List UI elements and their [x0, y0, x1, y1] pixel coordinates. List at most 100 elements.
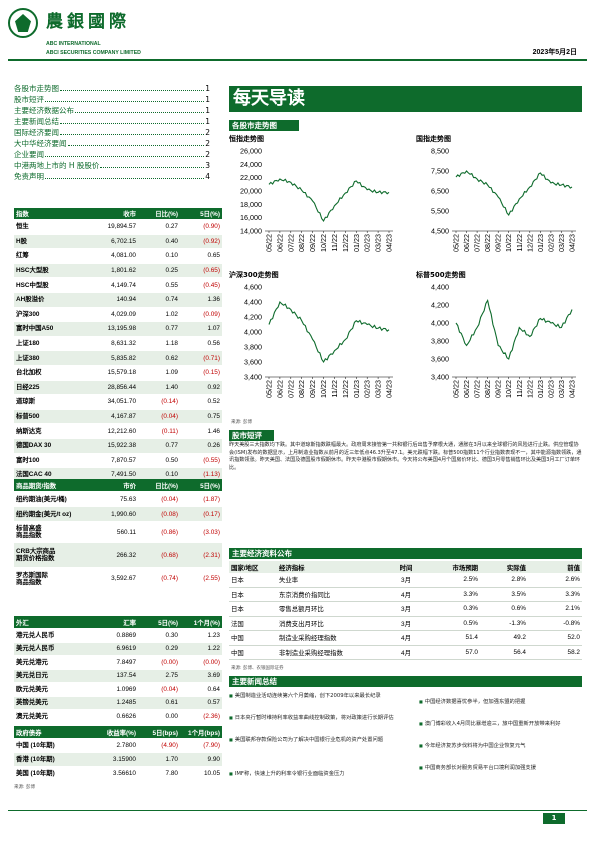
row-label: 港元兑人民币 [16, 631, 55, 639]
econ-row: 中国 制造业采购经理指数 4月 51.4 49.2 52.0 [229, 631, 582, 646]
cell-value: 9.90 [207, 756, 220, 763]
cell-value: 4,081.00 [111, 252, 136, 260]
column-header: 汇率 [123, 619, 136, 627]
news-item[interactable]: 日本央行暂时维持利率收益率曲线控制政策，将对政策进行长期评估 [229, 713, 415, 721]
row-label: 香港 (10年期) [16, 756, 55, 763]
cell-value: 0.57 [207, 699, 220, 707]
x-tick-label: 12/22 [525, 380, 534, 398]
cell-value: 6,702.15 [111, 237, 136, 245]
toc-item[interactable]: 股市短评 1 [14, 94, 210, 105]
econ-data-table: 国家/地区 经济指标 时间 市场预期 实际值 前值 日本 失业率 3月 2.5% 2.8% 2.6% 日… [229, 561, 582, 660]
cell-value: 3月 [401, 620, 411, 628]
cell-value: 0.29 [165, 645, 178, 653]
cell-value: 0.5% [463, 619, 478, 627]
row-label: 中国 (10年期) [16, 742, 55, 749]
toc-item[interactable]: 大中华经济要闻 2 [14, 138, 210, 149]
cell-value: 0.77 [165, 325, 178, 333]
row-label: 台北加权 [16, 369, 42, 377]
toc-item[interactable]: 企业要闻 2 [14, 149, 210, 160]
news-item[interactable]: 澳门博彩收入4月同比暴增逾三，旅中国重新开放带来利好 [419, 719, 581, 727]
row-label: 上证380 [16, 354, 40, 362]
table-row: 富时100 7,870.57 0.50 (0.55) [14, 453, 222, 469]
x-tick-label: 08/22 [297, 234, 306, 252]
toc-item[interactable]: 主要经济数据公布 1 [14, 105, 210, 116]
column-header: 1个月(bps) [188, 729, 220, 737]
toc-item[interactable]: 中港两地上市的 H 股股价 3 [14, 160, 210, 171]
x-tick-label: 06/22 [462, 234, 471, 252]
series-line [455, 299, 573, 360]
cell-value: 4,167.87 [111, 413, 136, 421]
news-item[interactable]: 中国经济数据喜忧参半，但加强东盟的把握 [419, 697, 581, 705]
cell-value: 34,051.70 [107, 398, 136, 406]
header-divider [8, 59, 587, 61]
cell-value: 0.30 [165, 631, 178, 639]
toc-item[interactable]: 国际经济要闻 2 [14, 127, 210, 138]
news-item[interactable]: IMF称，快速上升的利率令银行业面临资金压力 [229, 769, 415, 777]
cell-value: 7.8497 [116, 658, 136, 666]
news-item[interactable]: 今年经济复苏步伐料将为中国企业恢复元气 [419, 741, 581, 749]
column-header: 国家/地区 [231, 564, 259, 572]
table-row: 道琼斯 34,051.70 (0.14) 0.52 [14, 395, 222, 410]
x-tick-label: 08/22 [483, 380, 492, 398]
report-date: 2023年5月2日 [532, 49, 577, 56]
y-tick-label: 3,800 [244, 343, 262, 352]
cell-value: 0.92 [207, 383, 220, 391]
news-item[interactable]: 美国制造业活动连续第六个月萎缩，创下2009年以来最长纪录 [229, 691, 415, 699]
cell-value: (3.03) [203, 528, 220, 536]
cell-value: (0.04) [161, 685, 178, 693]
row-label: 富时中国A50 [16, 325, 54, 333]
cell-value: 0.55 [165, 281, 178, 289]
x-tick-label: 12/22 [341, 380, 350, 398]
cell-value: 75.63 [120, 495, 136, 503]
cell-value: 58.2 [567, 648, 580, 656]
row-label: 罗杰斯国际 商品指数 [16, 571, 48, 586]
hsi-chart: 14,000 16,000 18,000 20,000 22,000 24,000 26,0… [240, 147, 393, 253]
column-header: 5日(%) [200, 482, 220, 490]
cell-value: 0.62 [165, 354, 178, 362]
x-tick-label: 04/23 [568, 380, 577, 398]
x-tick-label: 09/22 [308, 380, 317, 398]
column-header: 收益率(%) [106, 729, 136, 737]
toc-item[interactable]: 各股市走势图 1 [14, 83, 210, 94]
cell-value: (0.92) [203, 237, 220, 245]
cell-value: 0.77 [165, 442, 178, 450]
cell-value: 0.3% [463, 605, 478, 613]
x-tick-label: 03/23 [557, 380, 566, 398]
toc-page-number: 1 [205, 95, 210, 104]
row-label: HSC中型股 [16, 281, 49, 289]
brand-name-en: ABC INTERNATIONAL [46, 41, 101, 47]
cell-value: 0.25 [165, 267, 178, 275]
toc-item-label: 主要新闻总结 [14, 117, 59, 126]
cell-value: 0.10 [165, 471, 178, 479]
table-row: H股 6,702.15 0.40 (0.92) [14, 234, 222, 250]
brand-name-cn: 農銀國際 [46, 12, 130, 32]
column-header: 前值 [567, 564, 580, 572]
y-tick-label: 3,600 [431, 355, 449, 364]
row-label: 美元兑日元 [16, 672, 48, 680]
commentary-title: 股市短评 [229, 430, 274, 441]
commentary-text: 昨天美股三大指数均下跌。其中道琼斯指数跌幅最大。政府周末接管第一共和银行后出售予… [229, 442, 582, 471]
cell-value: 57.0 [465, 648, 478, 656]
y-tick-label: 24,000 [240, 160, 262, 169]
column-header: 日比(%) [155, 482, 178, 490]
column-header: 1个月(%) [193, 619, 220, 627]
x-tick-label: 07/22 [473, 234, 482, 252]
row-label: 纽约期金(美元/t oz) [16, 510, 72, 518]
toc-item-label: 主要经济数据公布 [14, 106, 74, 115]
toc-item[interactable]: 主要新闻总结 1 [14, 116, 210, 127]
cell-value: 2.1% [565, 605, 580, 613]
table-header-row: 商品期货/指数 市价 日比(%) 5日(%) [14, 479, 222, 492]
cell-value: (2.55) [203, 575, 220, 582]
cell-value: 0.00 [165, 712, 178, 720]
x-tick-label: 08/22 [297, 380, 306, 398]
toc-leader [45, 94, 205, 102]
cell-value: 4月 [401, 649, 411, 657]
cell-value: -1.3% [509, 619, 526, 627]
news-item[interactable]: 美国联邦存款保险公司为了解决中国银行业危机的资产处置问题 [229, 735, 415, 743]
chart-source: 来源: 彭博 [231, 420, 252, 425]
toc-item[interactable]: 免责声明 4 [14, 171, 210, 182]
cell-value: 0.8869 [116, 631, 136, 639]
row-label: 欧元兑美元 [16, 685, 48, 693]
cell-value: 1.18 [165, 340, 178, 348]
news-item[interactable]: 中国商务部长对服务贸易平台口境利润加强支援 [419, 763, 581, 771]
